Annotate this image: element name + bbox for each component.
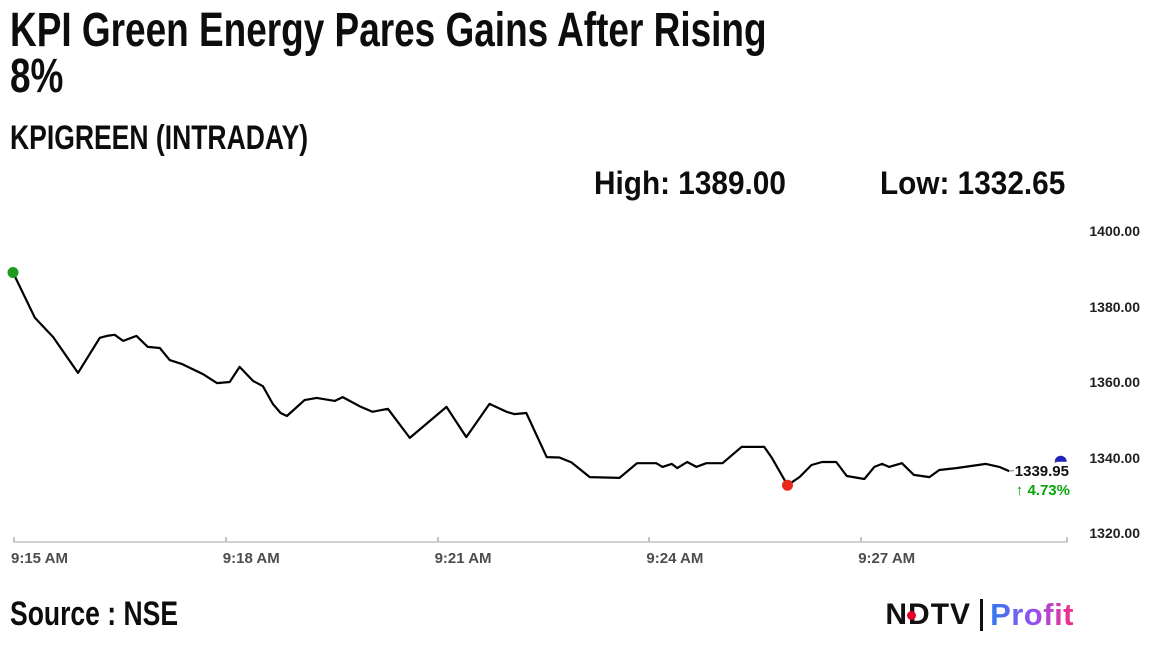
y-axis-tick-label: 1320.00 — [1089, 525, 1140, 541]
price-line — [12, 272, 1010, 487]
x-axis-tick-mark — [224, 537, 227, 542]
y-axis-tick-label: 1360.00 — [1089, 374, 1140, 390]
session-high-stat: High: 1389.00 — [594, 165, 786, 201]
ndtv-wordmark: NDTV — [885, 598, 972, 631]
y-axis-tick-label: 1400.00 — [1089, 223, 1140, 239]
page-title-line2: 8% — [10, 50, 64, 103]
x-axis-tick-mark — [860, 537, 863, 542]
logo-divider — [980, 599, 984, 631]
x-axis-end-tick-mark — [1066, 537, 1069, 542]
x-axis-tick-label: 9:18 AM — [222, 550, 280, 567]
chart-subtitle-symbol: KPIGREEN (INTRADAY) — [10, 119, 309, 157]
x-axis-tick-mark — [436, 537, 439, 542]
open-price-marker — [7, 267, 19, 279]
profit-logo-text: Profit — [990, 597, 1074, 632]
change-percent-value: 4.73% — [1027, 482, 1070, 499]
last-price-marker — [1054, 455, 1067, 462]
session-low-stat: Low: 1332.65 — [880, 165, 1066, 201]
low-price-marker — [781, 479, 793, 491]
x-axis-tick-label: 9:15 AM — [11, 550, 68, 567]
x-axis-tick-mark — [648, 537, 651, 542]
x-axis-tick-label: 9:24 AM — [646, 550, 704, 567]
x-axis-line — [13, 541, 1068, 543]
x-axis-tick-label: 9:27 AM — [858, 550, 916, 567]
up-arrow-icon: ↑ — [1015, 482, 1024, 499]
last-price-tag: 1339.95 ↑ 4.73% — [1013, 463, 1070, 499]
last-price-value: 1339.95 — [1013, 463, 1070, 480]
y-axis-tick-label: 1380.00 — [1089, 298, 1140, 315]
source-attribution: Source : NSE — [10, 595, 179, 633]
x-axis-tick-label: 9:21 AM — [434, 550, 492, 567]
ndtv-logo-text: NDTV — [885, 597, 971, 633]
ndtv-profit-logo: NDTV Profit — [885, 597, 1074, 633]
change-percent-label: ↑ 4.73% — [1014, 482, 1070, 499]
page-title-line1: KPI Green Energy Pares Gains After Risin… — [10, 4, 767, 57]
y-axis-tick-label: 1340.00 — [1089, 449, 1140, 466]
ndtv-logo-red-dot-icon — [907, 611, 917, 620]
x-axis-tick-mark — [13, 537, 15, 542]
